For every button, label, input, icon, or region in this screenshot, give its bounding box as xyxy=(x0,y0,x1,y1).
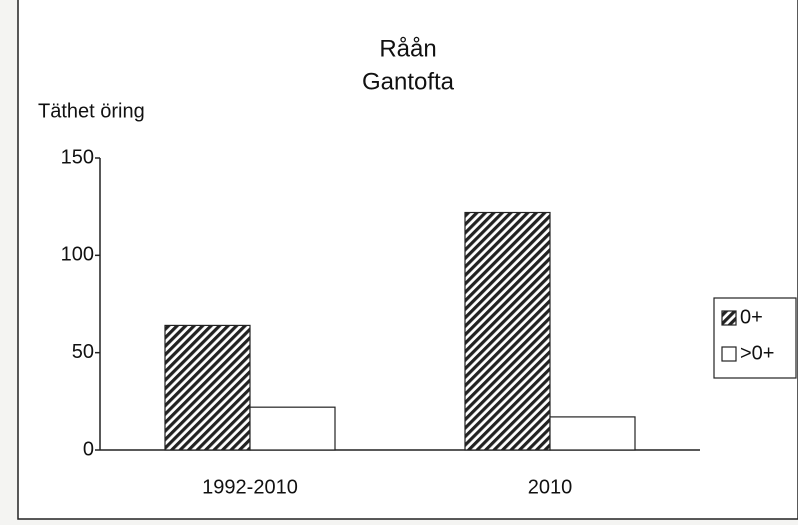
y-tick-label: 100 xyxy=(61,244,94,266)
chart-frame xyxy=(17,0,798,520)
legend-swatch xyxy=(721,346,737,362)
chart-title: Råån xyxy=(379,35,436,62)
legend-label: 0+ xyxy=(740,306,763,328)
legend-swatch xyxy=(721,310,737,326)
y-tick-label: 0 xyxy=(83,438,94,460)
bar xyxy=(549,416,636,451)
bar xyxy=(464,211,551,451)
x-tick-label: 1992-2010 xyxy=(202,476,298,498)
legend-label: >0+ xyxy=(740,342,774,364)
y-tick-label: 50 xyxy=(72,341,94,363)
bar xyxy=(164,324,251,451)
y-tick-label: 150 xyxy=(61,146,94,168)
bar xyxy=(249,406,336,451)
y-axis-label: Täthet öring xyxy=(38,100,145,122)
chart-subtitle: Gantofta xyxy=(362,68,455,95)
x-tick-label: 2010 xyxy=(528,476,573,498)
